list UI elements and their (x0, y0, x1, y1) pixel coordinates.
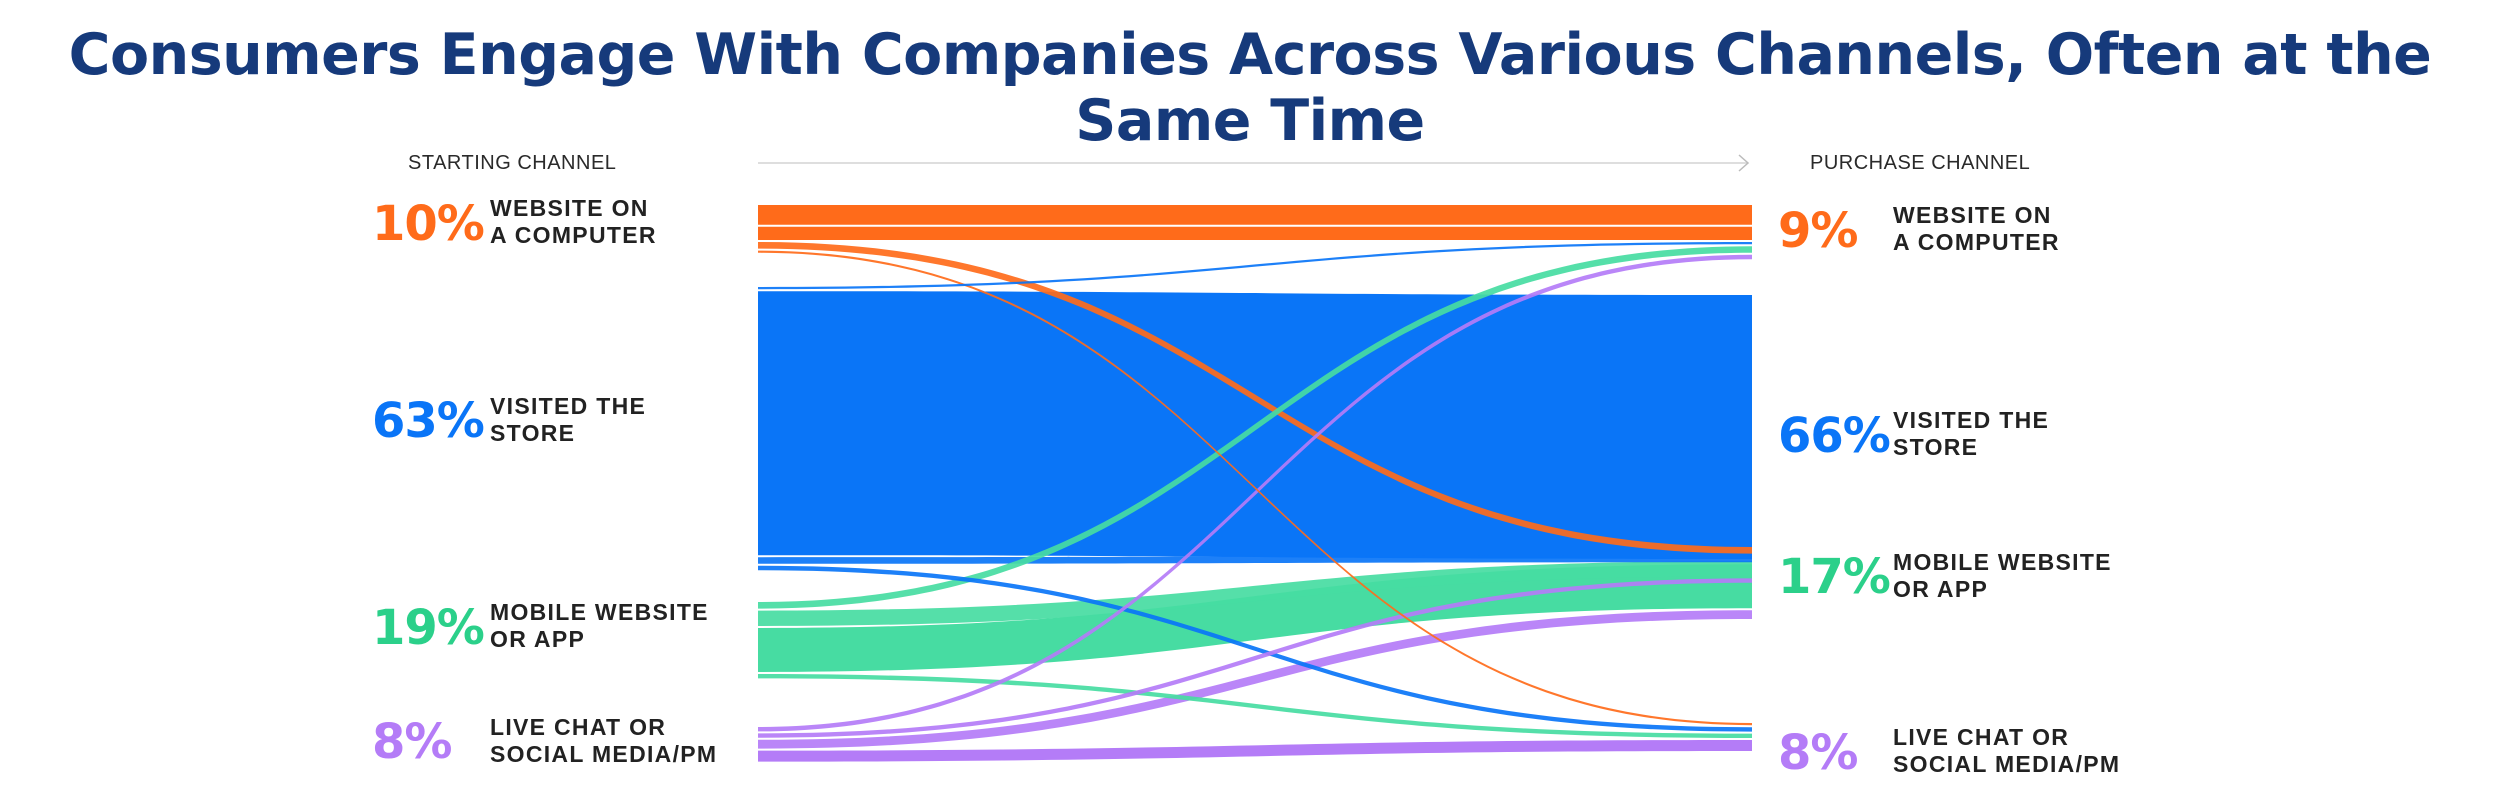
flow-mobile-to-store (758, 561, 1752, 626)
end-chat-label-line1: LIVE CHAT OR (1893, 724, 2070, 750)
flow-website-to-website (758, 205, 1752, 225)
start-store-label-line1: VISITED THE (490, 393, 647, 419)
flow-mobile-to-chat (758, 674, 1752, 738)
flow-website-to-chat (758, 250, 1752, 726)
flow-website-to-website (758, 226, 1752, 240)
start-website-label: WEBSITE ON A COMPUTER (490, 195, 657, 249)
start-chat-label-line2: SOCIAL MEDIA/PM (490, 741, 718, 767)
chart-title: Consumers Engage With Companies Across V… (68, 22, 2432, 154)
end-store-label-line2: STORE (1893, 434, 1979, 460)
end-mobile-label-line1: MOBILE WEBSITE (1893, 549, 2112, 575)
end-store-pct: 66% (1778, 408, 1891, 464)
purchase-channel-header: PURCHASE CHANNEL (1810, 152, 2031, 174)
flow-mobile-to-website (758, 246, 1752, 609)
start-website-label-line2: A COMPUTER (490, 222, 657, 248)
start-store-label: VISITED THE STORE (490, 393, 646, 447)
start-website-pct: 10% (372, 196, 485, 252)
end-website-label: WEBSITE ON A COMPUTER (1893, 202, 2060, 256)
end-website-label-line2: A COMPUTER (1893, 229, 2060, 255)
start-mobile-label-line1: MOBILE WEBSITE (490, 599, 709, 625)
end-store-label: VISITED THE STORE (1893, 407, 2049, 461)
flow-chat-to-mobile (758, 610, 1752, 749)
start-website-label-line1: WEBSITE ON (490, 195, 649, 221)
start-store-label-line2: STORE (490, 420, 576, 446)
start-mobile-label: MOBILE WEBSITE OR APP (490, 599, 709, 653)
flow-website-to-mobile (758, 242, 1752, 554)
flow-chat-to-website (758, 254, 1752, 732)
start-mobile-label-line2: OR APP (490, 626, 586, 652)
flow-store-to-chat (758, 565, 1752, 732)
end-website-label-line1: WEBSITE ON (1893, 202, 2052, 228)
start-store-pct: 63% (372, 393, 485, 449)
end-website-pct: 9% (1778, 203, 1858, 259)
flow-store-to-mobile (758, 555, 1752, 564)
flow-mobile-to-mobile (758, 564, 1752, 672)
end-mobile-pct: 17% (1778, 549, 1891, 605)
end-store-label-line1: VISITED THE (1893, 407, 2050, 433)
end-chat-label-line2: SOCIAL MEDIA/PM (1893, 751, 2121, 777)
start-chat-pct: 8% (372, 714, 452, 770)
start-chat-label-line1: LIVE CHAT OR (490, 714, 667, 740)
starting-channel-header: STARTING CHANNEL (408, 152, 617, 174)
flow-chat-to-store (758, 578, 1752, 738)
start-mobile-pct: 19% (372, 600, 485, 656)
flow-store-to-website (758, 242, 1752, 290)
end-chat-pct: 8% (1778, 725, 1858, 781)
end-mobile-label-line2: OR APP (1893, 576, 1989, 602)
channel-arrow-head (1738, 154, 1750, 172)
end-mobile-label: MOBILE WEBSITE OR APP (1893, 549, 2112, 603)
end-chat-label: LIVE CHAT OR SOCIAL MEDIA/PM (1893, 724, 2120, 778)
start-chat-label: LIVE CHAT OR SOCIAL MEDIA/PM (490, 714, 717, 768)
flow-chat-to-chat (758, 740, 1752, 762)
